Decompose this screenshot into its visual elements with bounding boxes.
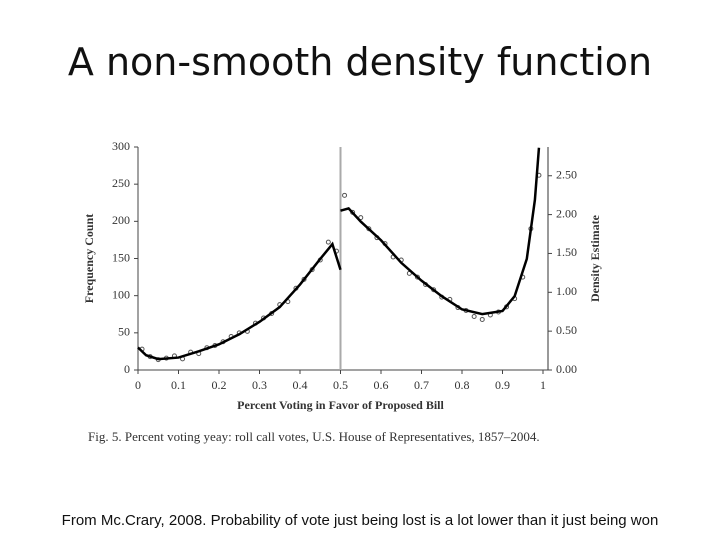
x-tick-label: 0.6: [374, 378, 389, 392]
x-tick-label: 1: [540, 378, 546, 392]
y-tick-label: 50: [118, 325, 130, 339]
data-point: [342, 192, 348, 198]
y-tick-label: 250: [112, 176, 130, 190]
y2-tick-label: 2.00: [556, 206, 577, 220]
data-point: [479, 316, 485, 322]
slide-title: A non-smooth density function: [67, 40, 653, 84]
chart: 0501001502002503000.000.501.001.502.002.…: [82, 139, 602, 444]
y-tick-label: 300: [112, 139, 130, 153]
x-tick-label: 0.1: [171, 378, 186, 392]
y2-tick-label: 1.00: [556, 284, 577, 298]
y2-tick-label: 2.50: [556, 167, 577, 181]
y-tick-label: 150: [112, 250, 130, 264]
y2-tick-label: 1.50: [556, 245, 577, 259]
y-axis-label: Frequency Count: [82, 214, 96, 303]
data-point: [325, 239, 331, 245]
x-tick-label: 0.8: [455, 378, 470, 392]
y-tick-label: 200: [112, 213, 130, 227]
y-tick-label: 0: [124, 362, 130, 376]
y2-tick-label: 0.00: [556, 362, 577, 376]
x-tick-label: 0.5: [333, 378, 348, 392]
x-axis-label: Percent Voting in Favor of Proposed Bill: [237, 398, 444, 412]
x-tick-label: 0: [135, 378, 141, 392]
y2-axis-label: Density Estimate: [588, 214, 602, 302]
y-tick-label: 100: [112, 287, 130, 301]
caption: Fig. 5. Percent voting yeay: roll call v…: [88, 429, 540, 444]
data-point: [414, 274, 420, 280]
x-tick-label: 0.9: [495, 378, 510, 392]
density-line: [137, 147, 541, 361]
x-tick-label: 0.7: [414, 378, 429, 392]
x-tick-label: 0.3: [252, 378, 267, 392]
footer-text: From Mc.Crary, 2008. Probability of vote…: [61, 512, 659, 529]
x-tick-label: 0.2: [212, 378, 227, 392]
data-point: [471, 313, 477, 319]
y2-tick-label: 0.50: [556, 323, 577, 337]
x-tick-label: 0.4: [293, 378, 308, 392]
